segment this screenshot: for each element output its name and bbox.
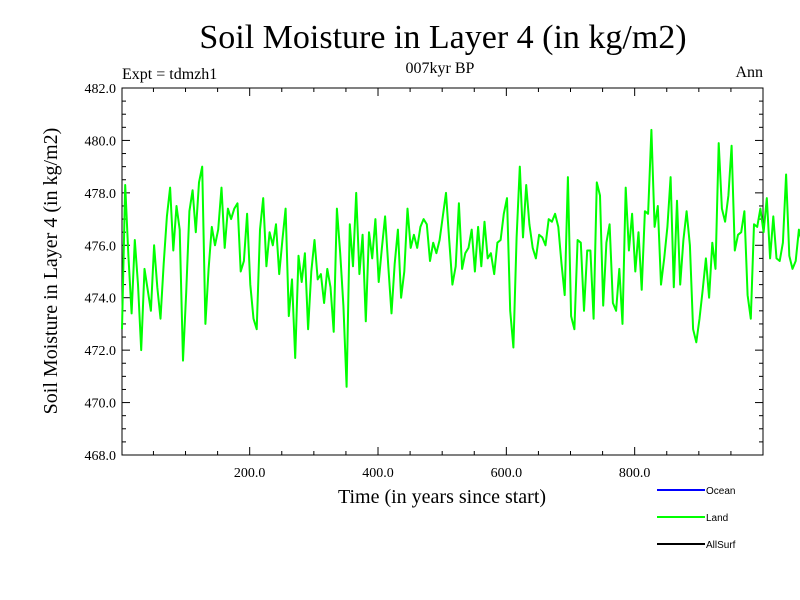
y-tick-label: 482.0 (85, 82, 117, 97)
x-tick-label: 200.0 (234, 466, 266, 481)
y-tick-label: 478.0 (85, 187, 117, 202)
x-tick-label: 600.0 (491, 466, 523, 481)
x-tick-label: 800.0 (619, 466, 651, 481)
experiment-label: Expt = tdmzh1 (122, 66, 217, 83)
y-tick-label: 476.0 (85, 239, 117, 254)
plot-area: 468.0 470.0 472.0 474.0 476.0 478.0 480.0 482.0… (85, 82, 800, 481)
legend-label-land: Land (706, 513, 728, 524)
legend: Ocean Land AllSurf (657, 486, 736, 551)
chart-title: Soil Moisture in Layer 4 (in kg/m2) (199, 19, 686, 56)
series-line-land (121, 128, 800, 388)
chart-subtitle: 007kyr BP (406, 60, 475, 77)
x-axis-label: Time (in years since start) (338, 486, 546, 508)
y-tick-label: 480.0 (85, 134, 117, 149)
y-axis: 468.0 470.0 472.0 474.0 476.0 478.0 480.0 482.0 (85, 82, 763, 464)
plot-frame (121, 87, 764, 456)
legend-label-ocean: Ocean (706, 486, 735, 497)
x-axis: 200.0 400.0 600.0 800.0 (152, 88, 732, 481)
legend-label-allsurf: AllSurf (706, 540, 736, 551)
y-tick-label: 468.0 (85, 449, 117, 464)
season-label: Ann (735, 64, 763, 81)
y-tick-label: 474.0 (85, 292, 117, 307)
y-axis-label: Soil Moisture in Layer 4 (in kg/m2) (40, 128, 62, 415)
y-tick-label: 470.0 (85, 397, 117, 412)
x-tick-label: 400.0 (362, 466, 394, 481)
y-tick-label: 472.0 (85, 344, 117, 359)
